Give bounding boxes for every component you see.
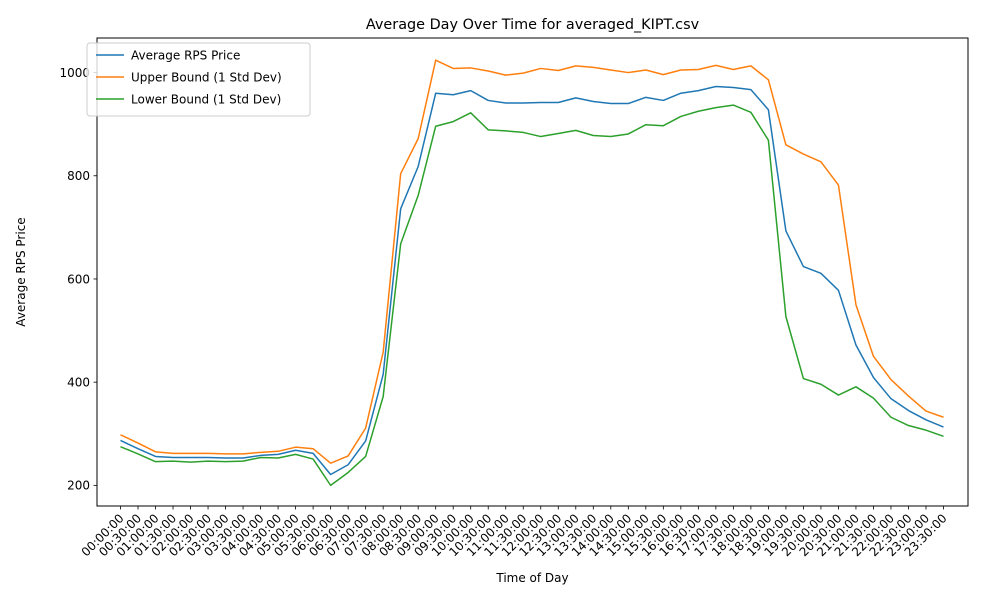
legend-box <box>86 42 311 117</box>
series-line-2 <box>120 59 944 464</box>
series-line-3 <box>120 104 944 487</box>
y-tick-label: 1000 <box>59 66 90 80</box>
y-tick-label: 200 <box>67 479 90 493</box>
x-axis-ticks: 00:00:0000:30:0001:00:0001:30:0002:00:00… <box>79 506 950 559</box>
legend: Average RPS Price Upper Bound (1 Std Dev)… <box>86 42 311 117</box>
x-axis-label: Time of Day <box>495 571 568 585</box>
y-tick-label: 800 <box>67 169 90 183</box>
y-axis-label: Average RPS Price <box>14 217 28 326</box>
y-axis-ticks: 200 400 600 800 1000 <box>59 66 97 493</box>
y-tick-label: 400 <box>67 375 90 389</box>
series-lines <box>120 59 944 487</box>
legend-label: Average RPS Price <box>131 48 240 62</box>
plot-frame <box>96 37 969 507</box>
series-line-1 <box>120 85 944 476</box>
legend-label: Lower Bound (1 Std Dev) <box>131 92 281 106</box>
chart-title: Average Day Over Time for averaged_KIPT.… <box>366 17 700 33</box>
legend-label: Upper Bound (1 Std Dev) <box>131 70 282 84</box>
y-tick-label: 600 <box>67 272 90 286</box>
